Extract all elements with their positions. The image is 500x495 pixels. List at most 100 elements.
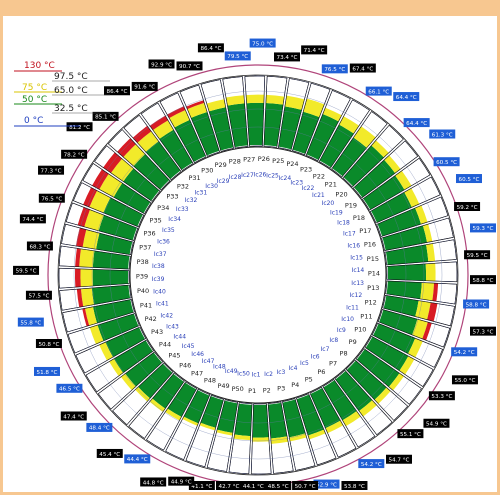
segment-green [167,382,197,417]
segment-outline [244,75,266,147]
segment-yellow [82,229,100,250]
ic-label: Ic23 [290,179,303,186]
tag-bg [60,411,87,421]
tag-text: 59.5 °C [467,253,488,259]
tag-text: 64.4 °C [396,95,417,101]
p-label: P19 [345,202,357,210]
ic-label: Ic27 [241,172,254,179]
segment-red [77,207,90,227]
segment-green [227,103,248,148]
segment-yellow [408,338,423,358]
tag-text: 91.6 °C [134,85,155,91]
segment-yellow [371,140,389,158]
tag-bg [17,317,44,327]
p-label: P46 [179,361,191,369]
segment-outline [185,394,224,468]
ic-label: Ic17 [343,231,356,238]
segment-green [365,336,409,371]
segment-green [234,403,253,437]
temperature-tag: 76.5 °C [38,193,65,203]
segment-red [432,283,439,302]
ic-label: Ic35 [162,227,175,234]
segment-outline [58,267,130,289]
segment-yellow [199,422,216,431]
temperature-tag: 59.3 °C [470,223,496,233]
segment-outline [107,129,171,191]
segment-outline [146,381,198,451]
tag-bg [454,202,481,212]
segment-outline [59,284,132,311]
tag-bg [470,223,496,233]
p-label: P42 [145,315,157,323]
segment-outline [292,82,331,156]
p-label: P27 [243,155,255,163]
segment-yellow [89,190,111,213]
tag-bg [124,454,151,464]
tag-text: 74.4 °C [22,217,43,223]
temperature-tag: 86.4 °C [104,86,131,96]
p-label: P44 [159,340,171,348]
p-label: P34 [157,204,169,212]
segment-yellow [353,126,376,148]
segment-green [335,371,373,411]
temperature-tag: 85.1 °C [92,111,119,121]
temperature-tag: 68.3 °C [26,241,53,251]
segment-red [422,322,432,341]
segment-red [92,169,109,190]
temperature-tag: 44.9 °C [168,476,195,486]
segment-yellow [80,288,94,307]
ic-label: Ic30 [205,183,218,190]
p-label: P48 [204,377,216,385]
tag-bg [38,165,65,175]
p-label: P33 [166,193,178,201]
legend-label-50: 50 °C [22,95,47,105]
tag-text: 59.5 °C [16,269,37,275]
ic-label: Ic1 [252,371,261,378]
ic-label: Ic39 [152,276,165,283]
p-label: P18 [353,214,365,222]
segment-red [117,138,136,158]
ic-label: Ic16 [347,243,360,250]
temperature-tag: 57.3 °C [470,326,496,336]
segment-yellow [165,408,182,421]
segment-yellow [399,356,415,375]
tag-bg [463,299,490,309]
segment-yellow [395,170,412,190]
ic-label: Ic24 [278,175,291,182]
segment-green [113,183,151,214]
segment-green [377,208,422,237]
tag-bg [13,265,40,275]
legend-label-0: 0 °C [24,116,43,126]
p-label: P43 [151,328,163,336]
tag-bg [104,86,131,96]
segment-outline [165,388,211,461]
tag-text: 50.7 °C [295,484,316,490]
temperature-tag: 47.4 °C [60,411,87,421]
tag-bg [56,383,83,393]
segment-yellow [84,306,97,326]
segment-yellow [308,429,326,440]
tag-bg [455,174,482,184]
temperature-tag: 92.9 °C [148,59,175,69]
segment-green [105,327,145,358]
ic-label: Ic43 [166,323,179,330]
p-label: P22 [313,172,325,180]
segment-green [332,137,367,177]
segment-green [183,390,210,424]
temperature-tag: 60.5 °C [455,174,482,184]
temperature-tag: 60.5 °C [433,157,460,167]
ic-label: Ic18 [337,220,350,227]
ic-label: Ic15 [350,255,363,262]
segment-yellow [216,429,233,436]
p-label: P15 [367,255,379,263]
tag-bg [273,52,300,62]
segment-green [133,154,170,190]
legend: 130 °C 75 °C 50 °C 0 °C 97.5 °C 65.0 °C … [14,61,110,127]
segment-yellow [342,411,361,427]
segment-yellow [187,102,208,118]
segment-outline [364,335,434,387]
ic-label: Ic11 [346,304,359,311]
tag-bg [470,326,496,336]
tag-text: 42.7 °C [219,484,240,490]
tag-text: 68.3 °C [29,244,50,250]
